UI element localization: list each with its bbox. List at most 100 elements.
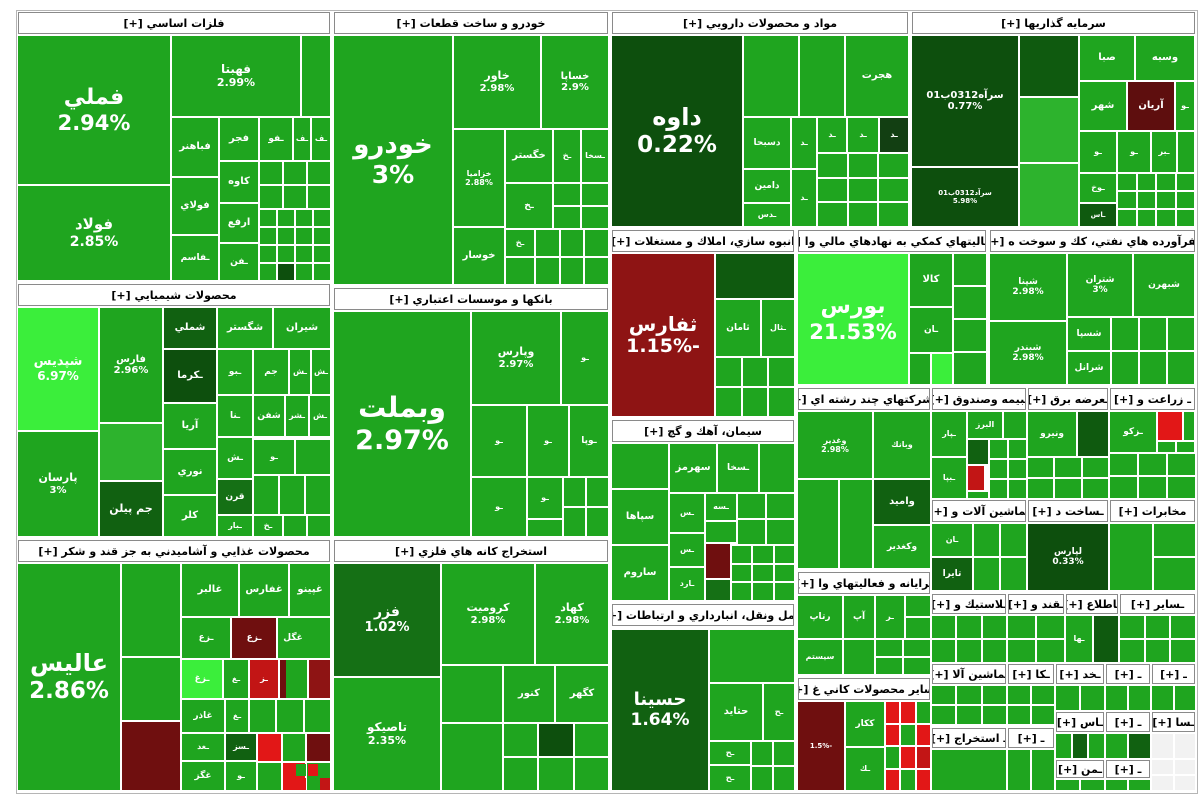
stock-tile-small[interactable]: [320, 764, 330, 776]
stock-tile-multi-sector-5[interactable]: وكغدير: [874, 526, 930, 568]
stock-tile-small[interactable]: [564, 478, 585, 506]
stock-tile-small[interactable]: [982, 616, 1006, 638]
stock-tile-small[interactable]: [539, 758, 573, 790]
stock-tile-small[interactable]: [1037, 616, 1064, 638]
stock-tile-small[interactable]: [284, 186, 306, 208]
sector-header-misc-e[interactable]: ـ [+]: [1106, 760, 1150, 778]
stock-tile-small[interactable]: [284, 516, 306, 536]
stock-tile-chemicals-8[interactable]: ـكرما: [164, 350, 216, 402]
sector-header-misc-a[interactable]: ـ [+]: [1106, 664, 1150, 684]
stock-tile-chemicals-22[interactable]: ـبار: [218, 516, 252, 536]
stock-tile-investment-13[interactable]: [1178, 132, 1194, 172]
stock-tile-small[interactable]: [932, 354, 952, 384]
stock-tile-small[interactable]: [732, 583, 752, 600]
stock-tile-small[interactable]: [278, 246, 294, 262]
stock-tile-food-6[interactable]: غپينو: [290, 564, 330, 616]
stock-tile-small[interactable]: [278, 264, 294, 280]
stock-tile-agriculture-2[interactable]: [1184, 412, 1194, 440]
stock-tile-small[interactable]: [1072, 734, 1088, 758]
stock-tile-insurance-5[interactable]: [968, 466, 984, 490]
stock-tile-small[interactable]: [769, 388, 794, 416]
stock-tile-chemicals-1[interactable]: پارسان 3%: [18, 432, 98, 536]
stock-tile-small[interactable]: [258, 763, 281, 790]
stock-tile-food-17[interactable]: ـغد: [182, 734, 224, 760]
stock-tile-realestate-0[interactable]: ثفارس -1.15%: [612, 254, 714, 416]
stock-tile-small[interactable]: [1176, 192, 1194, 208]
stock-tile-food-12[interactable]: ـغ: [224, 660, 248, 698]
sector-header-multi-sector[interactable]: ـ شركتهاي چند رشته اي [+]: [798, 388, 930, 410]
stock-tile-transport-3[interactable]: ـح: [764, 684, 794, 740]
stock-tile-banks-1[interactable]: وپارس 2.97%: [472, 312, 560, 404]
stock-tile-small[interactable]: [932, 706, 956, 724]
stock-tile-small[interactable]: [278, 210, 294, 226]
sector-header-extraction-small[interactable]: ـ استخراج [+]: [932, 728, 1006, 748]
stock-tile-investment-2[interactable]: [1020, 36, 1078, 96]
sector-header-other[interactable]: ـساير [+]: [1120, 594, 1195, 614]
stock-tile-small[interactable]: [585, 230, 608, 256]
stock-tile-small[interactable]: [506, 258, 534, 284]
stock-tile-pharma-7[interactable]: ـد: [792, 118, 816, 168]
stock-tile-small[interactable]: [539, 724, 573, 756]
stock-tile-pharma-9[interactable]: ـد: [818, 118, 846, 152]
stock-tile-electricity-1[interactable]: [1078, 412, 1108, 456]
stock-tile-realestate-2[interactable]: ثامان: [716, 300, 760, 356]
stock-tile-pharma-10[interactable]: ـد: [848, 118, 878, 152]
stock-tile-small[interactable]: [585, 258, 608, 284]
stock-tile-small[interactable]: [1081, 686, 1104, 710]
stock-tile-small[interactable]: [296, 778, 306, 790]
stock-tile-small[interactable]: [277, 700, 303, 732]
stock-tile-small[interactable]: [296, 440, 330, 474]
stock-tile-food-1[interactable]: [122, 564, 180, 656]
stock-tile-agriculture-0[interactable]: ـزكو: [1110, 412, 1156, 452]
stock-tile-small[interactable]: [1174, 734, 1195, 758]
sector-header-investment[interactable]: سرمايه گذاريها [+]: [912, 12, 1195, 34]
stock-tile-computer-2[interactable]: ـر: [876, 596, 904, 638]
sector-header-auto[interactable]: خودرو و ساخت قطعات [+]: [334, 12, 608, 34]
stock-tile-transport-2[interactable]: حتايد: [710, 684, 762, 740]
stock-tile-small[interactable]: [278, 228, 294, 244]
stock-tile-small[interactable]: [1176, 174, 1194, 190]
stock-tile-investment-14[interactable]: ـوخ: [1080, 174, 1116, 202]
stock-tile-small[interactable]: [582, 207, 608, 228]
sector-header-oil[interactable]: ـفرآورده هاي نفتي، كك و سوخت ه [+]: [990, 230, 1195, 252]
stock-tile-small[interactable]: [990, 480, 1007, 498]
stock-tile-small[interactable]: [564, 508, 585, 536]
stock-tile-metals-7[interactable]: ـف: [294, 118, 310, 160]
sector-header-banks[interactable]: بانكها و موسسات اعتباري [+]: [334, 288, 608, 310]
stock-tile-small[interactable]: [314, 264, 330, 280]
stock-tile-multi-sector-0[interactable]: وغدير 2.98%: [798, 412, 872, 478]
stock-tile-chemicals-9[interactable]: آريا: [164, 404, 216, 448]
stock-tile-small[interactable]: [574, 758, 608, 790]
stock-tile-small[interactable]: [286, 660, 307, 698]
stock-tile-small[interactable]: [314, 246, 330, 262]
stock-tile-small[interactable]: [904, 640, 930, 656]
stock-tile-small[interactable]: [738, 520, 765, 544]
stock-tile-small[interactable]: [1008, 706, 1030, 724]
sector-header-rubber[interactable]: ـلاستيك و [+]: [932, 594, 1006, 614]
stock-tile-small[interactable]: [1037, 640, 1064, 662]
stock-tile-small[interactable]: [1056, 734, 1071, 758]
sector-header-financial-aux[interactable]: ـفعاليتهاي كمكي به نهادهاي مالي وا [+]: [798, 230, 986, 252]
stock-tile-cement-4[interactable]: ـسخا: [718, 444, 758, 492]
stock-tile-small[interactable]: [1168, 454, 1195, 475]
stock-tile-small[interactable]: [1157, 174, 1175, 190]
stock-tile-small[interactable]: [753, 564, 773, 582]
stock-tile-small[interactable]: [1139, 477, 1166, 498]
stock-tile-small[interactable]: [1112, 352, 1138, 384]
stock-tile-small[interactable]: [932, 686, 956, 704]
stock-tile-small[interactable]: [901, 747, 915, 768]
sector-header-machinery[interactable]: ـماشين آلات و [+]: [932, 500, 1026, 522]
stock-tile-investment-5[interactable]: صبا: [1080, 36, 1134, 80]
stock-tile-food-7[interactable]: ـزع: [182, 618, 230, 658]
stock-tile-small[interactable]: [1032, 706, 1054, 724]
stock-tile-small[interactable]: [1089, 734, 1104, 758]
stock-tile-extraction-small-0[interactable]: [932, 750, 1006, 790]
stock-tile-investment-12[interactable]: ـبر: [1152, 132, 1176, 172]
stock-tile-info-0[interactable]: ـها: [1066, 616, 1092, 662]
stock-tile-small[interactable]: [260, 228, 276, 244]
stock-tile-pharma-8[interactable]: ـد: [792, 170, 816, 226]
stock-tile-small[interactable]: [774, 546, 794, 563]
stock-tile-cement-12[interactable]: [706, 580, 730, 600]
stock-tile-small[interactable]: [587, 508, 608, 536]
stock-tile-small[interactable]: [767, 520, 794, 544]
